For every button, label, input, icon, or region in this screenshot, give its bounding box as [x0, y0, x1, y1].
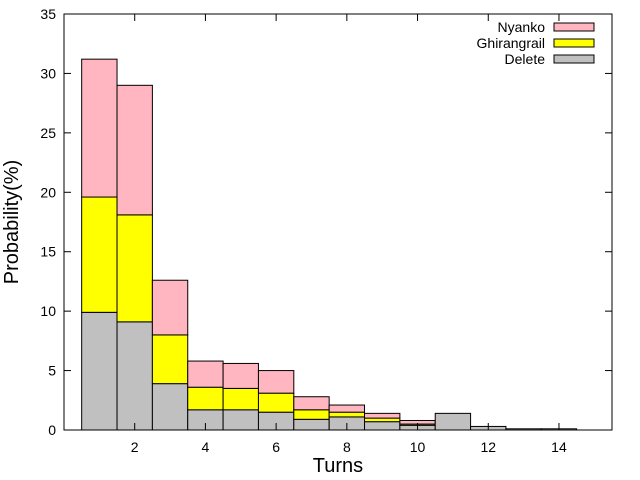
- y-tick-label: 20: [40, 184, 56, 200]
- bar-ghirangrail-7: [293, 409, 330, 420]
- y-tick-label: 0: [48, 422, 56, 438]
- bar-delete-11: [434, 412, 472, 431]
- x-tick-label: 10: [410, 439, 426, 455]
- bar-nyanko-8: [328, 404, 366, 413]
- legend-label-delete: Delete: [505, 51, 546, 67]
- bar-nyanko-4: [187, 360, 224, 388]
- x-axis-title: Turns: [313, 455, 363, 477]
- bar-nyanko-2: [116, 84, 153, 216]
- bar-delete-5: [222, 409, 259, 431]
- y-tick-label: 35: [40, 6, 56, 22]
- bar-nyanko-1: [81, 58, 118, 198]
- x-tick-label: 8: [343, 439, 351, 455]
- bar-ghirangrail-4: [187, 386, 224, 411]
- bar-nyanko-7: [293, 396, 330, 411]
- ticks-layer: 0 5 10 15 20 25 30 35 2 4 6 8 10 12 14: [40, 6, 612, 455]
- x-tick-label: 14: [551, 439, 567, 455]
- x-tick-label: 4: [202, 439, 210, 455]
- bar-ghirangrail-8: [328, 411, 366, 418]
- x-tick-label: 2: [131, 439, 139, 455]
- y-tick-label: 25: [40, 125, 56, 141]
- bar-ghirangrail-9: [364, 417, 401, 423]
- plot-frame: [63, 13, 613, 431]
- bar-delete-1: [81, 311, 118, 431]
- legend-label-nyanko: Nyanko: [498, 19, 546, 35]
- legend-swatch-nyanko: [553, 22, 595, 32]
- bar-ghirangrail-3: [151, 334, 189, 385]
- x-tick-label: 6: [272, 439, 280, 455]
- bar-ghirangrail-5: [222, 387, 259, 411]
- legend-label-ghirangrail: Ghirangrail: [477, 35, 545, 51]
- y-axis-title: Probability(%): [1, 160, 23, 284]
- x-tick-label: 12: [480, 439, 496, 455]
- legend-swatch-delete: [553, 54, 595, 64]
- bar-ghirangrail-1: [81, 196, 118, 313]
- legend-swatch-ghirangrail: [553, 38, 595, 48]
- bar-nyanko-5: [222, 362, 259, 389]
- bar-nyanko-6: [257, 370, 295, 394]
- bar-nyanko-9: [364, 412, 401, 419]
- y-tick-label: 15: [40, 244, 56, 260]
- y-tick-label: 10: [40, 303, 56, 319]
- bar-nyanko-3: [151, 279, 189, 336]
- y-tick-label: 5: [48, 363, 56, 379]
- bar-delete-9: [364, 421, 401, 431]
- bar-delete-3: [151, 383, 189, 431]
- y-tick-label: 30: [40, 65, 56, 81]
- bar-delete-7: [293, 418, 330, 431]
- bars-layer: [81, 58, 578, 431]
- bar-delete-2: [116, 321, 153, 431]
- bar-ghirangrail-2: [116, 214, 153, 323]
- bar-ghirangrail-6: [257, 392, 295, 413]
